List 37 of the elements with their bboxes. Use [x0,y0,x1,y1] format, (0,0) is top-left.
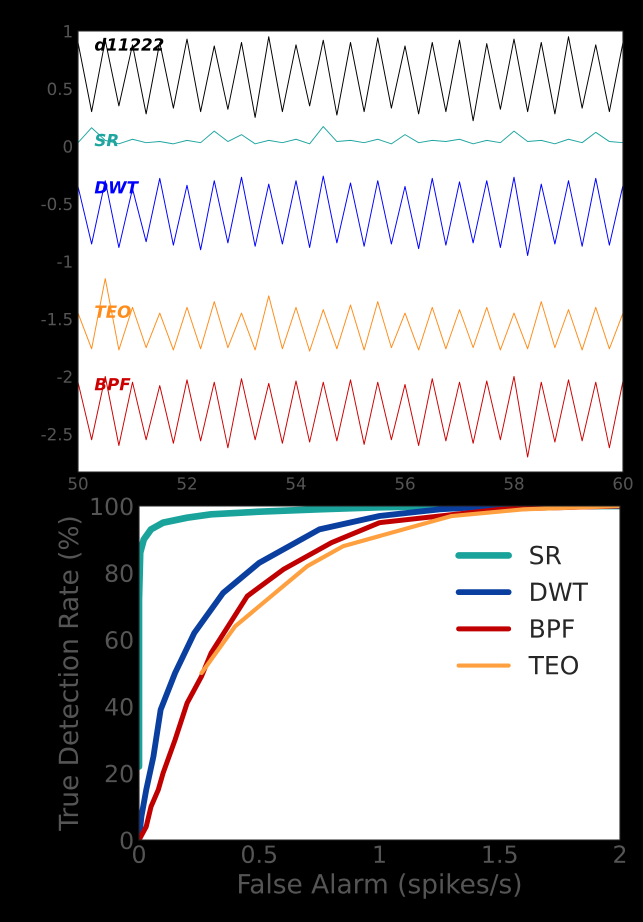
y-tick-label: -1 [57,255,72,268]
x-tick-label: 1 [374,846,385,863]
line-series [78,376,623,458]
x-tick-label: 56 [396,477,415,490]
x-tick-label: 50 [68,477,88,490]
line-series [78,126,623,144]
y-axis-title: True Detection Rate (%) [58,517,82,831]
y-tick-label: 80 [106,564,133,582]
line-series [78,176,623,256]
x-tick-label: 60 [614,477,632,490]
y-tick-label: -0.5 [41,198,72,210]
y-tick-label: 1 [64,25,72,38]
x-tick-label: 2 [614,845,626,863]
x-tick-label: 1.5 [484,846,516,864]
y-tick-label: -2 [57,370,72,383]
y-tick-label: -2.5 [41,428,72,441]
line-series [78,278,623,352]
legend-label: DWT [531,582,588,601]
x-tick-label: 58 [504,477,524,490]
y-tick-label: 100 [92,497,133,516]
y-tick-label: -1.5 [41,313,72,326]
legend-label: TEO [528,656,578,675]
y-tick-label: 0.5 [48,82,72,96]
y-tick-label: 60 [106,631,133,649]
x-axis-title: False Alarm (spikes/s) [239,873,520,899]
y-tick-label: 0 [120,831,133,850]
line-series [199,506,620,676]
x-tick-label: 52 [178,477,196,490]
line-series [78,36,623,122]
x-tick-label: 0.5 [242,845,276,864]
y-tick-label: 0 [64,140,72,153]
y-tick-label: 40 [105,698,133,716]
legend-label: SR [530,546,562,565]
y-tick-label: 20 [106,764,133,783]
x-tick-label: 0 [133,845,145,864]
legend-label: BPF [531,619,574,638]
x-tick-label: 54 [286,477,306,490]
